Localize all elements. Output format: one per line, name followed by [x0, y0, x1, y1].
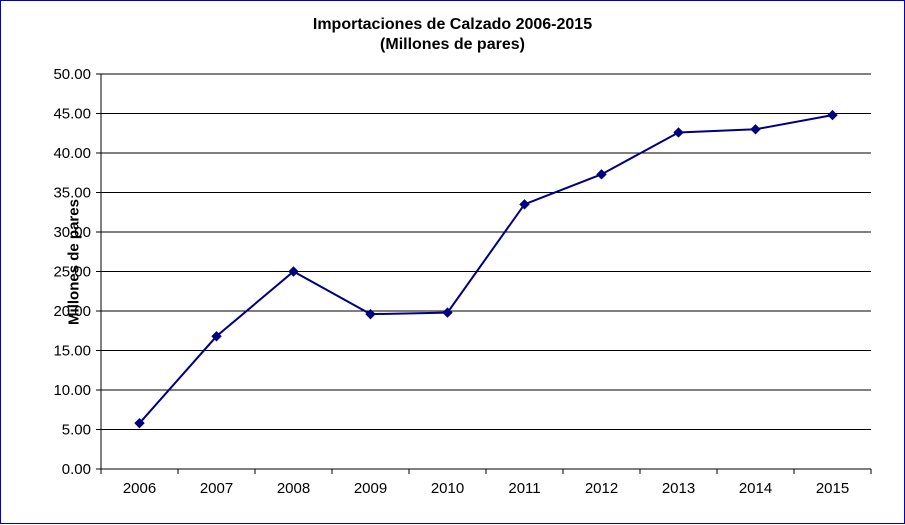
data-marker: [597, 170, 606, 179]
chart-plot: 0.00 5.00 10.00 15.00 20.00 25.00 30.00 35.00 40…: [1, 1, 905, 525]
x-tick-label: 2010: [431, 480, 464, 497]
y-tick-label: 30.00: [53, 224, 91, 241]
data-line: [140, 115, 833, 423]
x-tick-label: 2011: [508, 480, 540, 497]
y-tick-label: 0.00: [62, 461, 91, 478]
x-tick-label: 2013: [662, 480, 695, 497]
chart-container: Importaciones de Calzado 2006-2015 (Mill…: [0, 0, 905, 524]
y-tick-label: 35.00: [53, 185, 91, 202]
y-tick-label: 45.00: [53, 106, 91, 123]
x-tick-label: 2009: [354, 480, 387, 497]
y-tick-label: 40.00: [53, 145, 91, 162]
x-tick-label: 2012: [585, 480, 618, 497]
data-marker: [674, 128, 683, 137]
x-tick-label: 2015: [816, 480, 849, 497]
y-tick-label: 20.00: [53, 303, 91, 320]
x-tick-label: 2008: [277, 480, 310, 497]
data-marker: [828, 111, 837, 120]
y-tick-label: 25.00: [53, 264, 91, 281]
data-marker: [751, 125, 760, 134]
x-tick-label: 2014: [739, 480, 772, 497]
y-tick-label: 50.00: [53, 66, 91, 83]
y-tick-label: 10.00: [53, 382, 91, 399]
y-tick-label: 15.00: [53, 343, 91, 360]
x-tick-label: 2006: [123, 480, 156, 497]
x-tick-label: 2007: [200, 480, 233, 497]
y-tick-label: 5.00: [62, 422, 91, 439]
